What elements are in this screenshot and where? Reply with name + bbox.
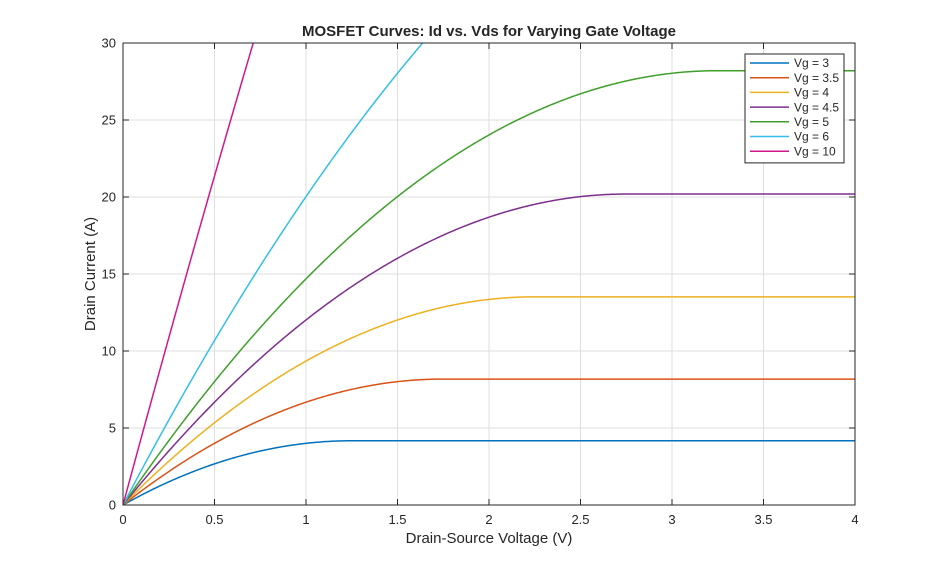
series-line-vg-10 [123,43,255,505]
x-tick-label: 1 [302,512,309,527]
x-tick-label: 1.5 [388,512,406,527]
series-line-vg-3-5 [123,378,855,505]
legend: Vg = 3Vg = 3.5Vg = 4Vg = 4.5Vg = 5Vg = 6… [744,53,845,164]
chart-title: MOSFET Curves: Id vs. Vds for Varying Ga… [302,23,676,40]
x-tick-label: 0 [119,512,126,527]
y-axis-label: Drain Current (A) [82,217,99,331]
x-axis-label: Drain-Source Voltage (V) [406,530,573,547]
x-tick-label: 3 [668,512,675,527]
series-line-vg-4 [123,296,855,505]
legend-entry: Vg = 5 [794,115,829,129]
x-tick-label: 0.5 [205,512,223,527]
x-tick-label: 4 [851,512,858,527]
series-line-vg-4-5 [123,193,855,505]
legend-entry: Vg = 3 [794,56,829,70]
series-line-vg-5 [123,69,855,505]
legend-entry: Vg = 3.5 [794,71,839,85]
y-tick-label: 5 [109,421,116,436]
y-tick-label: 0 [109,498,116,513]
series-line-vg-3 [123,440,855,505]
y-tick-label: 10 [102,344,116,359]
x-tick-label: 2.5 [571,512,589,527]
legend-entry: Vg = 4 [794,86,829,100]
x-tick-label: 2 [485,512,492,527]
legend-entry: Vg = 10 [794,144,836,158]
y-tick-label: 30 [102,36,116,51]
legend-box [744,53,845,164]
y-tick-label: 20 [102,190,116,205]
y-tick-label: 15 [102,267,116,282]
axis-ticks: 0 0.5 1 1.5 2 2.5 3 3.5 4 0 5 10 15 20 25 30 [102,36,859,528]
y-tick-label: 25 [102,113,116,128]
series-line-vg-6 [123,43,424,505]
series-lines [123,43,855,505]
legend-entry: Vg = 6 [794,130,829,144]
x-tick-label: 3.5 [754,512,772,527]
legend-entry: Vg = 4.5 [794,100,839,114]
